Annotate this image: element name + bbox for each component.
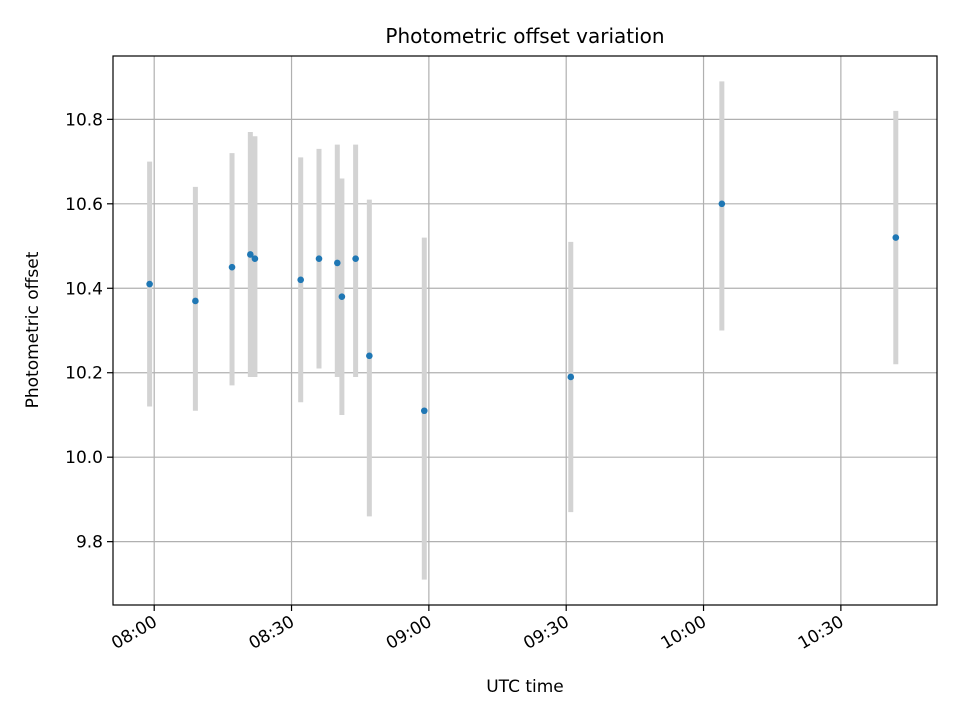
y-axis-label: Photometric offset (23, 251, 43, 408)
data-point (334, 259, 341, 267)
data-point (567, 373, 575, 381)
y-tick-label: 10.2 (65, 364, 103, 384)
y-tick-label: 10.8 (65, 110, 103, 130)
data-point (420, 407, 428, 415)
data-point (315, 255, 323, 263)
point-layer (146, 200, 900, 415)
chart-title: Photometric offset variation (385, 24, 664, 48)
data-point (352, 255, 359, 263)
x-axis-label: UTC time (486, 677, 564, 697)
y-tick-label: 10.4 (65, 279, 103, 299)
y-tick-label: 10.0 (65, 448, 103, 468)
data-point (251, 255, 259, 263)
data-point (718, 200, 726, 208)
data-point (297, 276, 304, 284)
y-tick-label: 9.8 (76, 533, 103, 553)
data-point (366, 352, 373, 360)
data-point (146, 280, 153, 288)
plot-frame (112, 55, 938, 606)
data-point (228, 263, 236, 271)
data-point (892, 234, 900, 241)
data-point (247, 251, 254, 258)
data-point (192, 297, 199, 305)
y-tick-label: 10.6 (65, 195, 103, 215)
data-point (338, 293, 346, 301)
